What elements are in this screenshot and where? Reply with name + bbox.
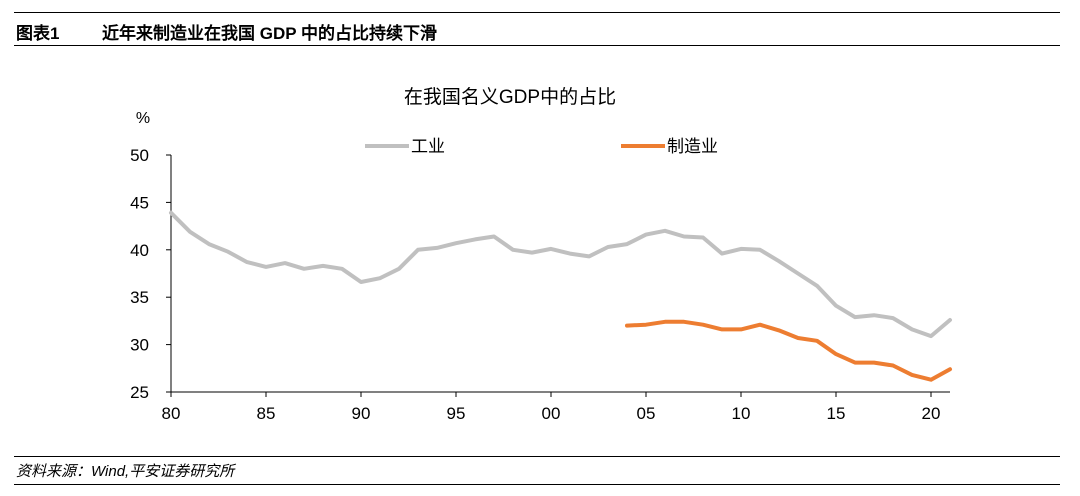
x-tick-label: 15 <box>827 404 846 423</box>
x-tick-label: 95 <box>447 404 466 423</box>
legend-label: 工业 <box>411 137 445 156</box>
y-axis-unit-label: % <box>136 110 150 127</box>
figure-title: 近年来制造业在我国 GDP 中的占比持续下滑 <box>102 24 437 43</box>
x-tick-label: 00 <box>542 404 561 423</box>
series-line-manufacturing <box>625 319 952 382</box>
y-tick-label: 45 <box>130 193 149 212</box>
x-tick-label: 90 <box>352 404 371 423</box>
x-tick-label: 10 <box>732 404 751 423</box>
x-tick-label: 80 <box>162 404 181 423</box>
figure-label: 图表1 <box>16 24 60 43</box>
y-tick-label: 35 <box>130 288 149 307</box>
source-note: 资料来源：Wind,平安证券研究所 <box>16 463 235 480</box>
footer-divider-bottom <box>14 484 1060 485</box>
figure-header: 图表1 近年来制造业在我国 GDP 中的占比持续下滑 <box>14 12 1060 46</box>
legend: 工业 制造业 <box>365 137 718 156</box>
y-tick-label: 30 <box>130 336 149 355</box>
axes: 25 30 35 40 45 50 80 85 90 95 00 05 10 15 20 <box>130 146 950 423</box>
chart-title: 在我国名义GDP中的占比 <box>404 86 616 108</box>
x-tick-label: 05 <box>637 404 656 423</box>
y-tick-label: 40 <box>130 241 149 260</box>
legend-label: 制造业 <box>667 137 718 156</box>
y-tick-label: 25 <box>130 383 149 402</box>
series-line-industry <box>169 210 952 339</box>
footer-divider-top <box>14 456 1060 457</box>
x-tick-label: 20 <box>922 404 941 423</box>
series-layer <box>169 210 952 382</box>
y-tick-label: 50 <box>130 146 149 165</box>
x-tick-label: 85 <box>257 404 276 423</box>
